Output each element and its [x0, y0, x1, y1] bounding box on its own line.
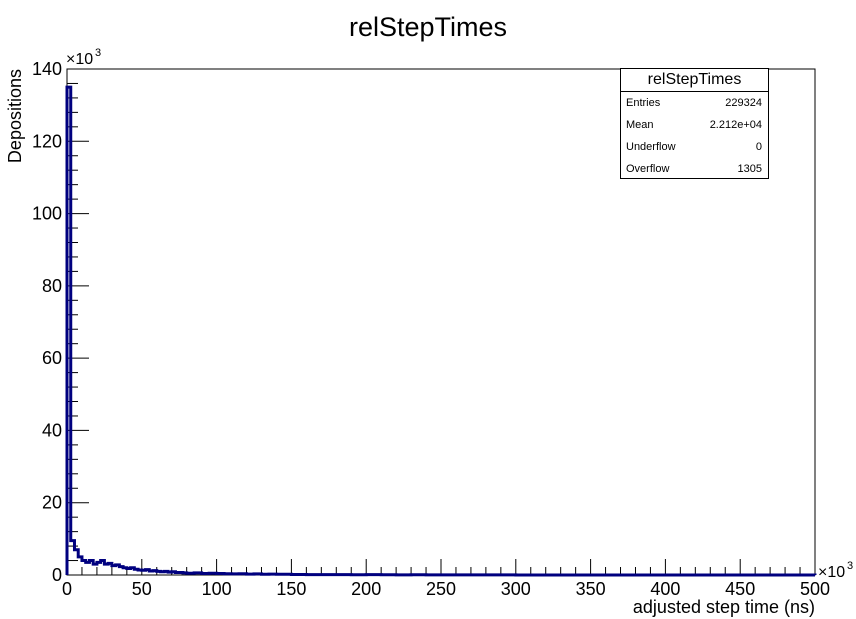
x-tick-label: 300 [501, 579, 531, 599]
stats-label: Entries [626, 97, 661, 109]
y-axis-label: Depositions [5, 69, 25, 163]
stats-row-mean: Mean 2.212e+04 [621, 114, 768, 136]
histogram-series-line [65, 85, 817, 577]
x-multiplier-exponent: 3 [847, 560, 853, 572]
y-tick-label: 120 [32, 131, 62, 151]
y-tick-label: 0 [52, 565, 62, 585]
x-multiplier-label: ×10 [818, 564, 845, 581]
stats-value: 1305 [737, 163, 762, 175]
stats-row-underflow: Underflow 0 [621, 136, 768, 158]
y-multiplier-label: ×10 [66, 51, 93, 68]
chart-title: relStepTimes [348, 12, 508, 42]
x-tick-label: 350 [576, 579, 606, 599]
stats-row-entries: Entries 229324 [621, 92, 768, 114]
y-tick-label: 20 [42, 493, 62, 513]
x-tick-label: 400 [650, 579, 680, 599]
y-tick-label: 80 [42, 276, 62, 296]
x-tick-label: 0 [62, 579, 72, 599]
x-tick-label: 150 [276, 579, 306, 599]
y-tick-label: 60 [42, 348, 62, 368]
y-tick-label: 140 [32, 59, 62, 79]
stats-label: Underflow [626, 141, 676, 153]
stats-box: relStepTimes Entries 229324 Mean 2.212e+… [620, 68, 769, 179]
x-axis-label: adjusted step time (ns) [633, 597, 815, 617]
x-tick-label: 450 [725, 579, 755, 599]
x-tick-label: 250 [426, 579, 456, 599]
stats-box-title: relStepTimes [621, 69, 768, 92]
y-tick-label: 40 [42, 420, 62, 440]
stats-value: 229324 [725, 97, 762, 109]
x-tick-label: 500 [800, 579, 830, 599]
y-multiplier-exponent: 3 [95, 47, 101, 59]
x-tick-label: 100 [202, 579, 232, 599]
stats-row-overflow: Overflow 1305 [621, 158, 768, 180]
x-tick-label: 50 [132, 579, 152, 599]
stats-label: Overflow [626, 163, 670, 175]
stats-value: 0 [755, 141, 762, 153]
stats-value: 2.212e+04 [709, 119, 762, 131]
x-tick-label: 200 [351, 579, 381, 599]
y-tick-label: 100 [32, 204, 62, 224]
stats-label: Mean [626, 119, 654, 131]
